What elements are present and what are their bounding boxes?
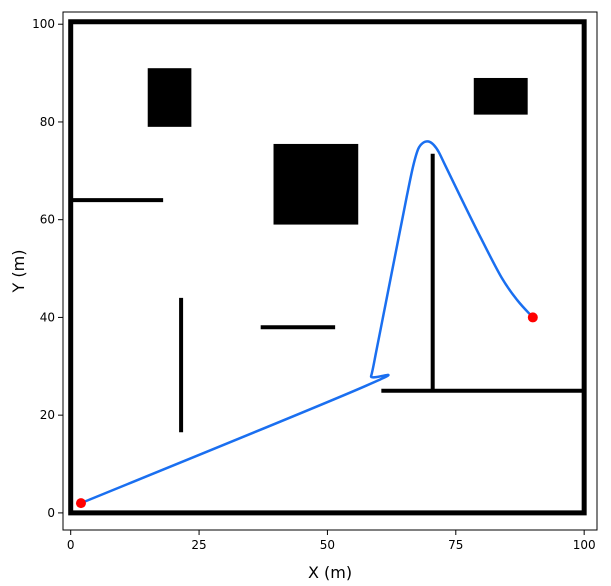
- rect-obstacle-3: [473, 77, 528, 115]
- x-tick-label: 75: [448, 538, 463, 552]
- goal-point: [527, 312, 538, 323]
- y-tick-label: 60: [40, 213, 55, 227]
- x-tick-label: 100: [573, 538, 596, 552]
- y-tick-label: 80: [40, 115, 55, 129]
- boundary-layer: [68, 19, 587, 516]
- endpoints-layer: [75, 312, 538, 509]
- rect-obstacle-1: [147, 68, 192, 127]
- x-tick-label: 0: [67, 538, 75, 552]
- plot-frame: [62, 11, 598, 531]
- rect-obstacle-2: [273, 143, 359, 225]
- x-tick-label: 25: [191, 538, 206, 552]
- y-tick-label: 40: [40, 310, 55, 324]
- x-tick-label: 50: [320, 538, 335, 552]
- planned-path-line: [79, 140, 535, 505]
- path-layer: [79, 140, 535, 505]
- y-tick-label: 100: [32, 17, 55, 31]
- x-axis-label: X (m): [308, 563, 352, 582]
- y-axis-ticks: 0 20 40 60 80 100: [32, 17, 63, 520]
- obstacles-layer: [70, 68, 585, 433]
- start-point: [75, 498, 86, 509]
- map-boundary: [68, 19, 587, 516]
- y-tick-label: 20: [40, 408, 55, 422]
- x-axis-ticks: 0 25 50 75 100: [67, 530, 596, 552]
- y-tick-label: 0: [47, 506, 55, 520]
- y-axis-label: Y (m): [9, 250, 28, 294]
